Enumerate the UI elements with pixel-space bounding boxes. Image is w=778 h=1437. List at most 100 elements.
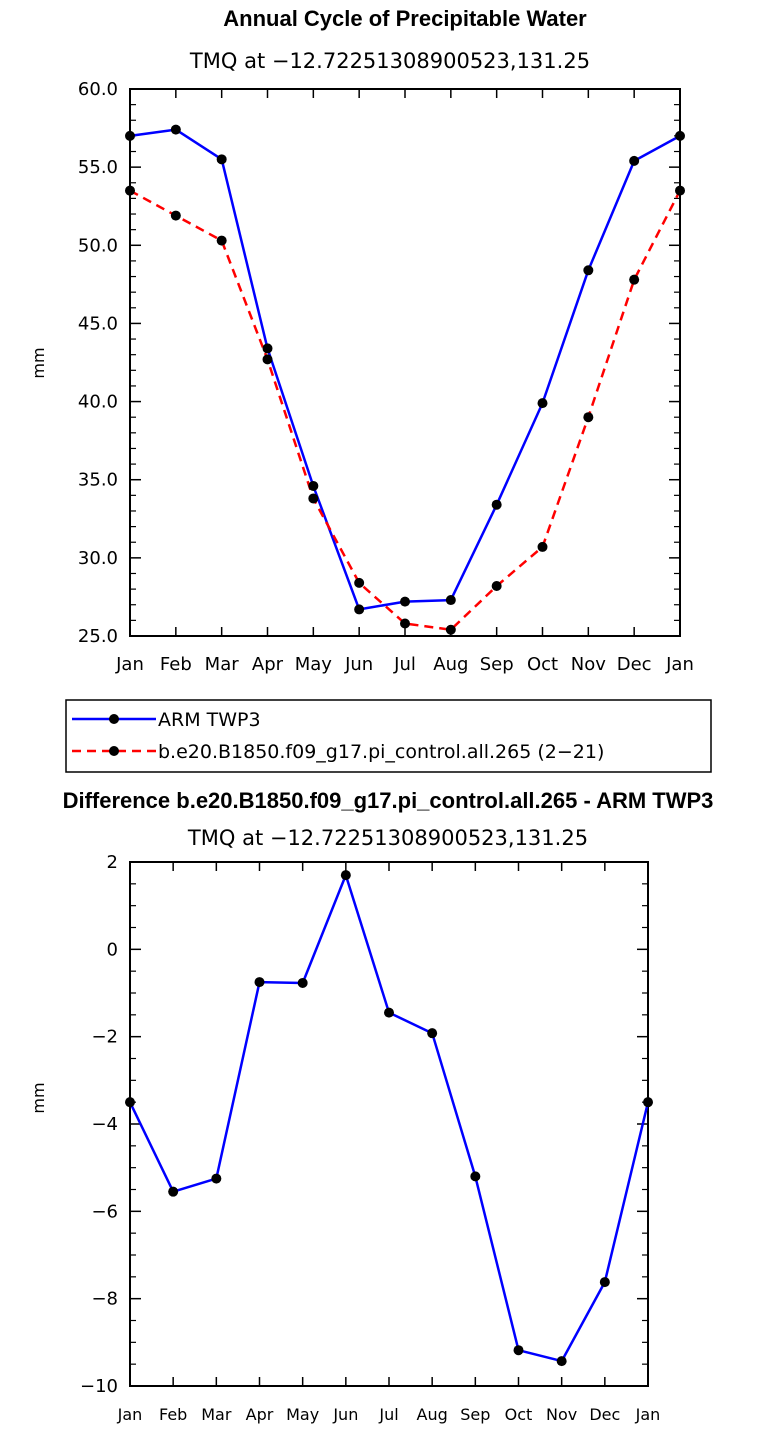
- data-point-0: [354, 604, 365, 615]
- data-point-0: [297, 977, 308, 988]
- data-point-0: [583, 265, 594, 276]
- x-tick-label: Feb: [160, 654, 192, 675]
- chart1-plot: Jan Feb Mar Apr May Jun Jul Aug Sep Oct Nov Dec Jan 2…: [78, 79, 694, 675]
- data-point-0: [262, 343, 273, 354]
- plot-frame: [129, 861, 649, 1387]
- chart2-plot: Jan Feb Mar Apr May Jun Jul Aug Sep Oct Nov Dec Jan −…: [80, 852, 660, 1424]
- series-line-1: [129, 189, 682, 631]
- chart2-title: Difference b.e20.B1850.f09_g17.pi_contro…: [63, 788, 714, 813]
- y-tick-label: −8: [91, 1289, 118, 1310]
- y-tick-label: −10: [80, 1376, 118, 1397]
- data-point-0: [675, 130, 685, 141]
- data-point-0: [427, 1028, 438, 1039]
- y-tick-label: −4: [91, 1114, 118, 1135]
- y-tick-label: 35.0: [78, 470, 118, 491]
- x-tick-label: Mar: [205, 654, 240, 675]
- legend-label-arm: ARM TWP3: [158, 709, 261, 731]
- y-tick-label: −2: [91, 1027, 118, 1048]
- data-point-0: [254, 977, 265, 988]
- y-tick-label: 2: [107, 852, 118, 873]
- data-point-0: [643, 1097, 653, 1108]
- x-tick-label: Nov: [571, 654, 606, 675]
- y-tick-label: 45.0: [78, 313, 118, 334]
- data-point-1: [262, 354, 273, 365]
- data-point-1: [216, 235, 227, 246]
- y-tick-label: 25.0: [78, 626, 118, 647]
- y-tick-label: −6: [91, 1201, 118, 1222]
- data-point-1: [400, 618, 410, 629]
- data-point-1: [537, 541, 548, 552]
- series-line-0: [129, 128, 681, 611]
- data-point-0: [308, 480, 319, 491]
- data-point-0: [400, 596, 410, 607]
- x-tick-label: Aug: [417, 1405, 448, 1424]
- x-tick-label: Oct: [505, 1405, 533, 1424]
- y-tick-label: 55.0: [78, 157, 118, 178]
- y-tick-label: 0: [107, 939, 118, 960]
- data-point-0: [384, 1007, 394, 1018]
- chart2-ylabel: mm: [29, 1082, 48, 1113]
- data-point-0: [537, 398, 548, 409]
- x-tick-label: Jun: [332, 1405, 358, 1424]
- data-point-0: [445, 595, 456, 606]
- x-tick-label: May: [295, 654, 333, 675]
- data-point-1: [491, 580, 502, 591]
- x-tick-label: Sep: [480, 654, 514, 675]
- x-tick-label: Jan: [115, 654, 144, 675]
- x-tick-label: Feb: [159, 1405, 187, 1424]
- x-tick-label: Jun: [344, 654, 373, 675]
- data-point-0: [340, 870, 351, 881]
- plot-frame: [129, 88, 681, 637]
- legend-marker-model: [109, 746, 119, 756]
- data-point-0: [211, 1173, 222, 1184]
- chart1-subtitle: TMQ at −12.72251308900523,131.25: [189, 49, 590, 73]
- y-tick-label: 50.0: [78, 235, 118, 256]
- x-tick-label: Apr: [252, 654, 284, 675]
- data-point-1: [629, 274, 640, 285]
- data-point-1: [445, 624, 456, 635]
- y-tick-label: 30.0: [78, 548, 118, 569]
- legend-marker-arm: [109, 714, 119, 724]
- x-tick-label: Jan: [117, 1405, 143, 1424]
- x-tick-label: Oct: [527, 654, 558, 675]
- y-tick-label: 40.0: [78, 392, 118, 413]
- x-tick-label: Aug: [433, 654, 468, 675]
- data-point-0: [513, 1345, 524, 1356]
- data-point-0: [629, 155, 640, 166]
- x-tick-label: Jul: [378, 1405, 398, 1424]
- legend-label-model: b.e20.B1850.f09_g17.pi_control.all.265 (…: [158, 741, 604, 763]
- x-tick-label: Jan: [665, 654, 694, 675]
- data-point-0: [168, 1186, 179, 1197]
- x-tick-label: Sep: [460, 1405, 490, 1424]
- data-point-0: [470, 1171, 481, 1182]
- chart1-ylabel: mm: [29, 347, 48, 378]
- chart1-title: Annual Cycle of Precipitable Water: [223, 6, 587, 31]
- y-tick-label: 60.0: [78, 79, 118, 100]
- data-point-0: [216, 154, 227, 165]
- data-point-0: [125, 130, 135, 141]
- x-tick-label: Apr: [246, 1405, 274, 1424]
- legend-box: [65, 699, 712, 773]
- x-tick-label: Mar: [201, 1405, 232, 1424]
- x-tick-label: May: [286, 1405, 319, 1424]
- chart1-legend: ARM TWP3 b.e20.B1850.f09_g17.pi_control.…: [65, 699, 712, 773]
- x-tick-label: Jan: [635, 1405, 661, 1424]
- x-tick-label: Dec: [617, 654, 652, 675]
- data-point-1: [354, 577, 365, 588]
- data-point-1: [170, 210, 181, 221]
- x-tick-label: Nov: [546, 1405, 577, 1424]
- data-point-1: [675, 185, 685, 196]
- data-point-0: [125, 1097, 135, 1108]
- data-point-1: [125, 185, 135, 196]
- chart2-subtitle: TMQ at −12.72251308900523,131.25: [187, 826, 588, 850]
- data-point-1: [583, 412, 594, 423]
- series-line-0: [128, 873, 650, 1363]
- data-point-0: [170, 124, 181, 135]
- data-point-0: [491, 499, 502, 510]
- data-point-1: [308, 493, 319, 504]
- x-tick-label: Jul: [393, 654, 416, 675]
- data-point-0: [599, 1277, 610, 1288]
- x-tick-label: Dec: [589, 1405, 620, 1424]
- data-point-0: [556, 1356, 567, 1367]
